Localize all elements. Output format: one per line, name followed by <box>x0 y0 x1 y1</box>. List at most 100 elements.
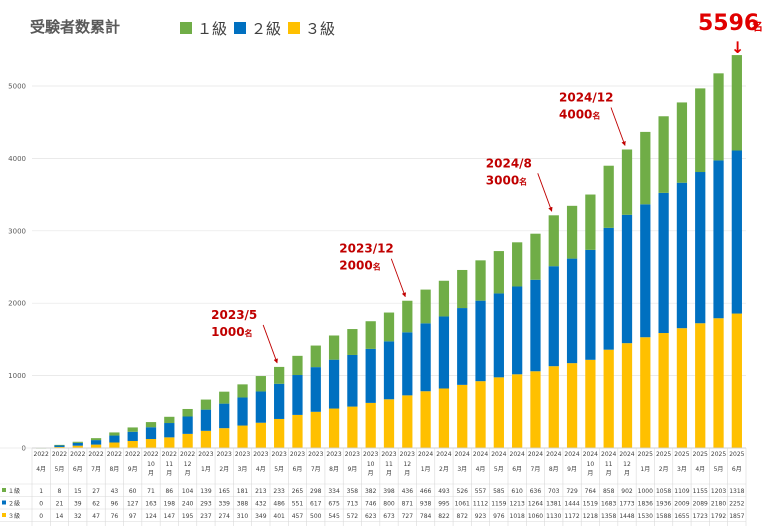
bar-grade2 <box>54 445 65 447</box>
table-cell: 432 <box>255 501 267 508</box>
bar-grade1 <box>383 312 395 342</box>
table-cell: 96 <box>111 501 119 508</box>
table-cell: 1213 <box>510 501 525 508</box>
x-month-label: 2月 <box>219 466 229 473</box>
bar-grade2 <box>420 323 431 392</box>
y-tick-label: 0 <box>22 445 26 453</box>
table-cell: 1723 <box>693 513 708 520</box>
x-year-label: 2025 <box>711 451 726 458</box>
bar-grade1 <box>475 260 486 301</box>
x-month-unit: 月 <box>148 470 154 477</box>
bar-grade1 <box>219 391 230 404</box>
table-cell: 358 <box>347 488 359 495</box>
table-cell: 237 <box>200 513 212 520</box>
x-month-label: 10 <box>367 461 375 468</box>
x-year-label: 2025 <box>674 451 689 458</box>
bar-grade1 <box>255 376 266 392</box>
bar-grade3 <box>109 442 120 448</box>
x-month-unit: 月 <box>185 470 191 477</box>
bar-grade1 <box>713 73 724 161</box>
table-cell: 623 <box>365 513 377 520</box>
x-year-label: 2023 <box>381 451 396 458</box>
x-month-unit: 月 <box>587 470 593 477</box>
milestone-arrow-icon <box>390 258 407 298</box>
bar-grade3 <box>164 437 175 448</box>
bar-grade3 <box>365 402 376 448</box>
table-cell: 97 <box>129 513 137 520</box>
bar-grade2 <box>658 192 669 334</box>
bar-grade3 <box>310 411 321 448</box>
x-year-label: 2024 <box>583 451 598 458</box>
milestone-unit: 名 <box>373 262 381 272</box>
x-year-label: 2023 <box>290 451 305 458</box>
table-cell: 39 <box>74 501 82 508</box>
x-month-label: 1月 <box>640 466 650 473</box>
table-cell: 436 <box>402 488 414 495</box>
table-cell: 0 <box>39 513 43 520</box>
milestone-unit: 名 <box>519 176 527 186</box>
table-cell: 1519 <box>583 501 598 508</box>
bar-grade1 <box>695 88 706 173</box>
x-year-label: 2022 <box>143 451 158 458</box>
legend-label-3: ３級 <box>305 20 335 38</box>
x-year-label: 2022 <box>107 451 122 458</box>
table-cell: 713 <box>347 501 359 508</box>
x-month-label: 2月 <box>439 466 449 473</box>
table-cell: 213 <box>255 488 267 495</box>
y-tick-label: 1000 <box>8 372 26 380</box>
bar-grade1 <box>182 408 193 417</box>
x-month-label: 1月 <box>201 466 211 473</box>
bar-grade2 <box>145 427 157 440</box>
x-year-label: 2024 <box>473 451 488 458</box>
bar-grade3 <box>621 343 633 448</box>
table-cell: 181 <box>237 488 249 495</box>
bar-grade3 <box>695 323 706 448</box>
x-year-label: 2023 <box>326 451 341 458</box>
table-cell: 339 <box>219 501 231 508</box>
table-cell: 493 <box>438 488 450 495</box>
table-row-label: ３級 <box>8 512 20 520</box>
bar-grade1 <box>90 438 102 441</box>
bar-grade2 <box>328 359 340 409</box>
bar-grade1 <box>438 280 450 317</box>
bar-grade2 <box>676 182 688 329</box>
x-month-label: 10 <box>147 461 155 468</box>
x-month-label: 4月 <box>476 466 486 473</box>
x-month-label: 9月 <box>128 466 138 473</box>
bar-grade2 <box>237 397 248 426</box>
x-month-label: 3月 <box>238 466 248 473</box>
table-cell: 1655 <box>674 513 689 520</box>
bar-grade3 <box>292 414 303 448</box>
table-cell: 727 <box>402 513 414 520</box>
bar-grade2 <box>512 286 523 375</box>
table-cell: 1588 <box>656 513 671 520</box>
y-tick-label: 2000 <box>8 300 26 308</box>
table-cell: 1773 <box>619 501 634 508</box>
bar-grade1 <box>328 335 340 360</box>
table-cell: 195 <box>182 513 194 520</box>
table-cell: 127 <box>127 501 139 508</box>
bar-grade1 <box>164 416 175 424</box>
bar-grade2 <box>475 300 486 382</box>
x-year-label: 2022 <box>52 451 67 458</box>
table-cell: 1109 <box>674 488 689 495</box>
data-table: 20224月20225月20226月20227月20228月20229月2022… <box>0 447 747 526</box>
table-cell: 1172 <box>564 513 579 520</box>
x-month-label: 11 <box>385 461 393 468</box>
bar-grade3 <box>219 428 230 448</box>
y-tick-label: 4000 <box>8 155 26 163</box>
x-year-label: 2025 <box>693 451 708 458</box>
x-year-label: 2024 <box>619 451 634 458</box>
x-month-label: 8月 <box>109 466 119 473</box>
table-cell: 1683 <box>601 501 616 508</box>
bar-grade2 <box>292 375 303 415</box>
table-cell: 1000 <box>638 488 653 495</box>
table-cell: 457 <box>292 513 304 520</box>
bars <box>32 55 746 449</box>
bar-grade3 <box>676 328 688 448</box>
table-cell: 76 <box>111 513 119 520</box>
table-cell: 976 <box>493 513 505 520</box>
x-year-label: 2024 <box>455 451 470 458</box>
bar-grade2 <box>365 348 376 403</box>
